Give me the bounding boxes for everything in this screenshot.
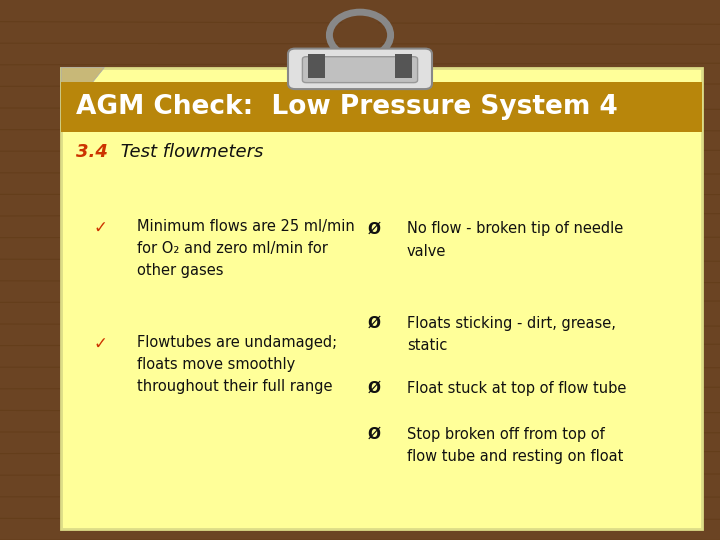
Text: Float stuck at top of flow tube: Float stuck at top of flow tube <box>407 381 626 396</box>
Text: Flowtubes are undamaged;
floats move smoothly
throughout their full range: Flowtubes are undamaged; floats move smo… <box>137 335 337 394</box>
Text: Stop broken off from top of
flow tube and resting on float: Stop broken off from top of flow tube an… <box>407 427 624 464</box>
Text: ✓: ✓ <box>94 335 108 353</box>
Text: Test flowmeters: Test flowmeters <box>115 143 264 161</box>
Polygon shape <box>61 68 104 122</box>
FancyBboxPatch shape <box>395 54 412 78</box>
Ellipse shape <box>337 16 384 54</box>
Text: ✓: ✓ <box>94 219 108 237</box>
Text: 3.4: 3.4 <box>76 143 107 161</box>
Text: Minimum flows are 25 ml/min
for O₂ and zero ml/min for
other gases: Minimum flows are 25 ml/min for O₂ and z… <box>137 219 354 278</box>
FancyBboxPatch shape <box>61 68 702 529</box>
Text: Floats sticking - dirt, grease,
static: Floats sticking - dirt, grease, static <box>407 316 616 353</box>
Text: Ø: Ø <box>368 221 381 237</box>
Text: No flow - broken tip of needle
valve: No flow - broken tip of needle valve <box>407 221 623 259</box>
Text: Ø: Ø <box>368 316 381 331</box>
FancyBboxPatch shape <box>288 49 432 89</box>
Text: Ø: Ø <box>368 381 381 396</box>
Text: AGM Check:  Low Pressure System 4: AGM Check: Low Pressure System 4 <box>76 94 617 120</box>
FancyBboxPatch shape <box>61 82 702 132</box>
FancyBboxPatch shape <box>302 57 418 83</box>
Text: Ø: Ø <box>368 427 381 442</box>
FancyBboxPatch shape <box>308 54 325 78</box>
